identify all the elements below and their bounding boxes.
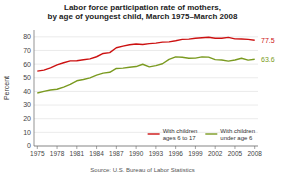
axes: 0 10 20 30 40 50 60 70 80 1975 1978 1981 1984 1987 199… xyxy=(23,30,262,157)
x-tick xyxy=(57,146,58,149)
legend-swatch xyxy=(205,133,217,134)
x-tick-label: 1984 xyxy=(89,150,104,157)
grid-line xyxy=(34,50,258,51)
y-tick-label: 80 xyxy=(23,33,31,40)
x-tick-label: 2005 xyxy=(228,150,243,157)
title: Labor force participation rate of mother… xyxy=(48,3,238,21)
x-tick-label: 1987 xyxy=(109,150,124,157)
y-axis-line xyxy=(34,30,35,146)
x-tick-label: 1993 xyxy=(149,150,164,157)
text-line: With children xyxy=(163,128,198,134)
x-tick xyxy=(254,146,255,149)
x-tick-label: 1975 xyxy=(30,150,45,157)
x-tick-label: 1999 xyxy=(188,150,203,157)
text-line: With children xyxy=(220,128,255,134)
x-tick-label: 2008 xyxy=(247,150,262,157)
series-group xyxy=(37,37,254,93)
x-tick-label: 2002 xyxy=(208,150,223,157)
y-tick-label: 0 xyxy=(27,142,31,149)
legend-item: With childrenunder age 6 xyxy=(205,128,255,141)
end-label: 63.6 xyxy=(261,56,275,63)
grid-line xyxy=(34,118,258,119)
x-tick-label: 1978 xyxy=(50,150,65,157)
source-note: Source: U.S. Bureau of Labor Statistics xyxy=(90,167,194,173)
x-axis-line xyxy=(34,146,258,147)
legend-label: With childrenunder age 6 xyxy=(220,128,255,141)
y-tick-label: 70 xyxy=(23,47,31,54)
y-axis-label: Percent xyxy=(3,76,10,100)
grid-line xyxy=(34,105,258,106)
text-line: by age of youngest child, March 1975–Mar… xyxy=(48,12,238,21)
x-tick-label: 1981 xyxy=(70,150,85,157)
series-line xyxy=(37,57,254,93)
legend-swatch xyxy=(148,133,160,134)
grid-line xyxy=(34,91,258,92)
x-tick xyxy=(195,146,196,149)
legend: With childrenages 6 to 17With childrenun… xyxy=(148,128,255,141)
x-tick xyxy=(116,146,117,149)
x-tick xyxy=(37,146,38,149)
legend-label: With childrenages 6 to 17 xyxy=(163,128,198,141)
y-tick-label: 20 xyxy=(23,115,31,122)
x-tick xyxy=(175,146,176,149)
y-tick-label: 50 xyxy=(23,74,31,81)
chart: Labor force participation rate of mother… xyxy=(0,0,285,177)
grid-line xyxy=(34,146,258,147)
y-tick-label: 40 xyxy=(23,88,31,95)
x-tick xyxy=(234,146,235,149)
y-tick-label: 10 xyxy=(23,129,31,136)
text-line: under age 6 xyxy=(220,135,253,141)
grid-line xyxy=(34,64,258,65)
y-tick-label: 30 xyxy=(23,101,31,108)
x-tick xyxy=(76,146,77,149)
x-tick xyxy=(96,146,97,149)
legend-item: With childrenages 6 to 17 xyxy=(148,128,198,141)
x-tick-label: 1996 xyxy=(168,150,183,157)
end-label: 77.5 xyxy=(261,37,275,44)
grid-line xyxy=(34,77,258,78)
text-line: Labor force participation rate of mother… xyxy=(64,3,221,12)
text-line: ages 6 to 17 xyxy=(163,135,197,141)
x-tick xyxy=(136,146,137,149)
y-tick-label: 60 xyxy=(23,61,31,68)
x-tick xyxy=(215,146,216,149)
x-tick-label: 1990 xyxy=(129,150,144,157)
x-tick xyxy=(155,146,156,149)
